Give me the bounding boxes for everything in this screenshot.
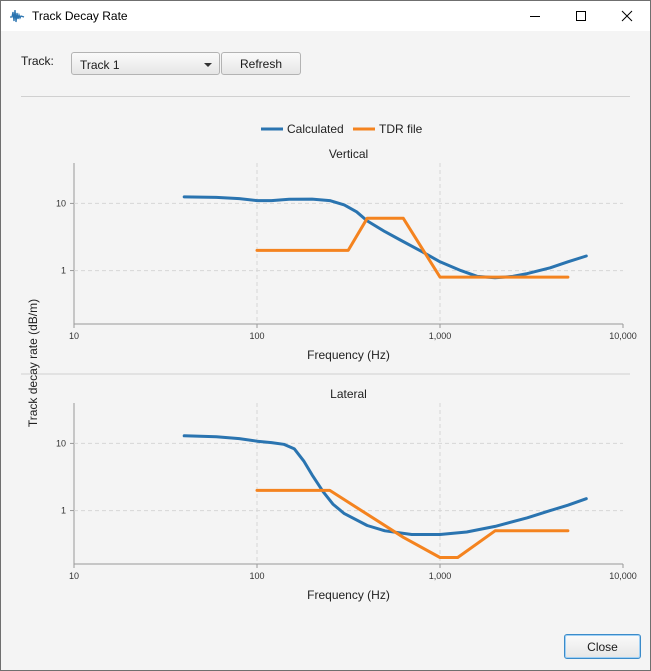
x-tick-label: 10,000 (609, 571, 637, 581)
x-tick-label: 1,000 (429, 331, 452, 341)
track-select[interactable]: Track 1 (71, 52, 220, 75)
x-tick-label: 100 (249, 331, 264, 341)
y-tick-label: 10 (56, 438, 66, 448)
x-tick-label: 10 (69, 331, 79, 341)
legend-label-tdr: TDR file (379, 122, 423, 136)
x-tick-label: 10,000 (609, 331, 637, 341)
legend-label-calculated: Calculated (287, 122, 344, 136)
tdr-series-line (255, 216, 570, 279)
close-icon (621, 10, 633, 22)
chevron-down-icon (204, 63, 212, 67)
maximize-button[interactable] (558, 1, 604, 31)
close-window-button[interactable] (604, 1, 650, 31)
x-axis-label: Frequency (Hz) (307, 348, 390, 362)
waveform-app-icon (10, 9, 25, 23)
tdr-series-line (255, 488, 570, 559)
window-title: Track Decay Rate (32, 9, 128, 23)
track-select-value: Track 1 (80, 58, 120, 72)
toolbar-divider (21, 96, 630, 97)
y-tick-label: 1 (61, 266, 66, 276)
track-label: Track: (21, 54, 54, 68)
x-tick-label: 1,000 (429, 571, 452, 581)
x-tick-label: 100 (249, 571, 264, 581)
chart-title: Vertical (329, 147, 368, 161)
calculated-series-line (182, 434, 588, 536)
y-axis-label: Track decay rate (dB/m) (26, 299, 40, 427)
chart-title: Lateral (330, 387, 367, 401)
minimize-icon (530, 16, 540, 17)
calculated-series-line (182, 195, 588, 280)
y-tick-label: 10 (56, 198, 66, 208)
x-tick-label: 10 (69, 571, 79, 581)
refresh-button[interactable]: Refresh (221, 52, 301, 75)
minimize-button[interactable] (512, 1, 558, 31)
close-button[interactable]: Close (564, 634, 641, 659)
title-bar[interactable]: Track Decay Rate (1, 1, 650, 31)
maximize-icon (576, 11, 586, 21)
decay-rate-charts: Calculated TDR file Vertical 10 100 1,000 10,0… (21, 122, 637, 602)
y-tick-label: 1 (61, 506, 66, 516)
x-axis-label: Frequency (Hz) (307, 588, 390, 602)
